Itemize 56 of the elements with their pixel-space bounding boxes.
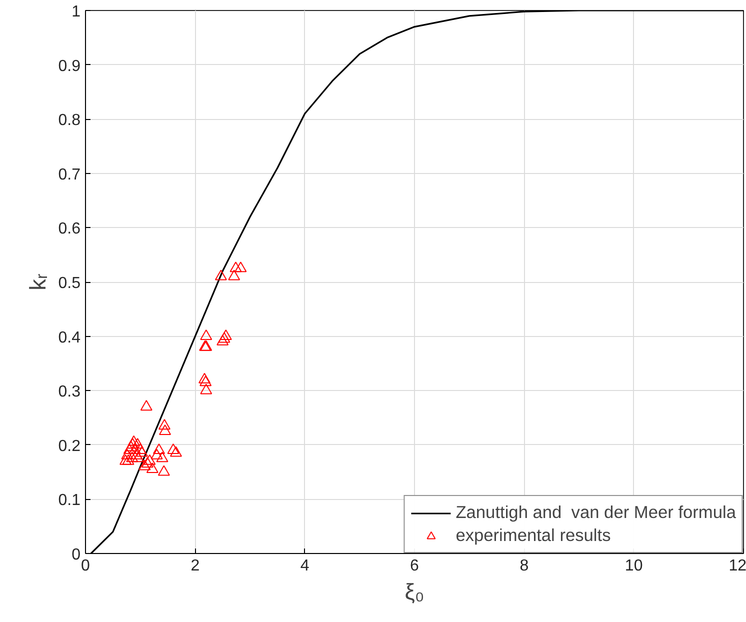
point — [126, 438, 139, 449]
point — [146, 462, 158, 474]
point — [170, 446, 182, 457]
point — [122, 454, 134, 465]
y-tick-label: 1 — [72, 4, 81, 20]
point — [130, 448, 142, 460]
line-series — [90, 10, 744, 554]
point — [156, 452, 168, 462]
point — [234, 262, 247, 272]
point — [218, 332, 230, 343]
x-tick-label: 2 — [190, 558, 200, 574]
x-tick-label: 8 — [520, 558, 529, 574]
point — [220, 329, 232, 340]
point — [126, 452, 138, 462]
point — [152, 443, 165, 454]
point — [138, 460, 151, 470]
y-tick-label: 0.2 — [58, 438, 81, 455]
y-tick-label: 0.5 — [58, 275, 81, 292]
point — [128, 435, 140, 446]
y-tick-label: 0 — [72, 546, 81, 564]
point — [198, 372, 210, 384]
x-tick-label: 4 — [300, 558, 310, 574]
point — [228, 270, 240, 280]
point — [158, 419, 170, 430]
legend-label: Zanuttigh and van der Meer formula — [456, 502, 736, 523]
point — [141, 457, 154, 468]
point — [159, 424, 172, 435]
point — [216, 334, 229, 346]
point — [140, 400, 152, 411]
point — [200, 376, 212, 386]
y-tick-label: 0.3 — [58, 384, 81, 401]
point — [120, 454, 132, 465]
y-tick-label: 0.7 — [58, 166, 81, 184]
point — [121, 448, 134, 460]
x-tick-label: 10 — [624, 558, 643, 574]
point — [200, 384, 212, 394]
point — [132, 438, 144, 449]
x-axis-title: ξ₀ — [404, 578, 424, 604]
point — [158, 465, 170, 476]
x-tick-label: 6 — [410, 558, 420, 574]
point — [214, 270, 227, 280]
point — [200, 329, 212, 340]
point — [167, 443, 180, 454]
y-tick-label: 0.1 — [58, 492, 81, 510]
y-tick-label: 0.8 — [58, 112, 81, 130]
y-axis-title: kᵣ — [24, 274, 50, 290]
legend-label: experimental results — [456, 525, 611, 546]
y-tick-label: 0.4 — [58, 329, 81, 346]
point — [230, 262, 242, 272]
x-tick-label: 12 — [728, 558, 746, 574]
point — [132, 452, 144, 462]
y-tick-label: 0.6 — [58, 220, 81, 238]
y-tick-label: 0.9 — [58, 58, 81, 75]
point — [136, 446, 148, 457]
point — [150, 448, 163, 460]
point — [144, 454, 156, 465]
